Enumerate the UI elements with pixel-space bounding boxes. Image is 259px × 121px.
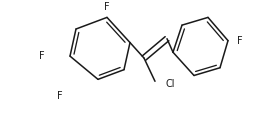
Text: F: F xyxy=(104,2,110,12)
Text: F: F xyxy=(39,51,45,61)
Text: F: F xyxy=(237,36,243,46)
Text: Cl: Cl xyxy=(166,79,176,89)
Text: F: F xyxy=(57,91,63,101)
